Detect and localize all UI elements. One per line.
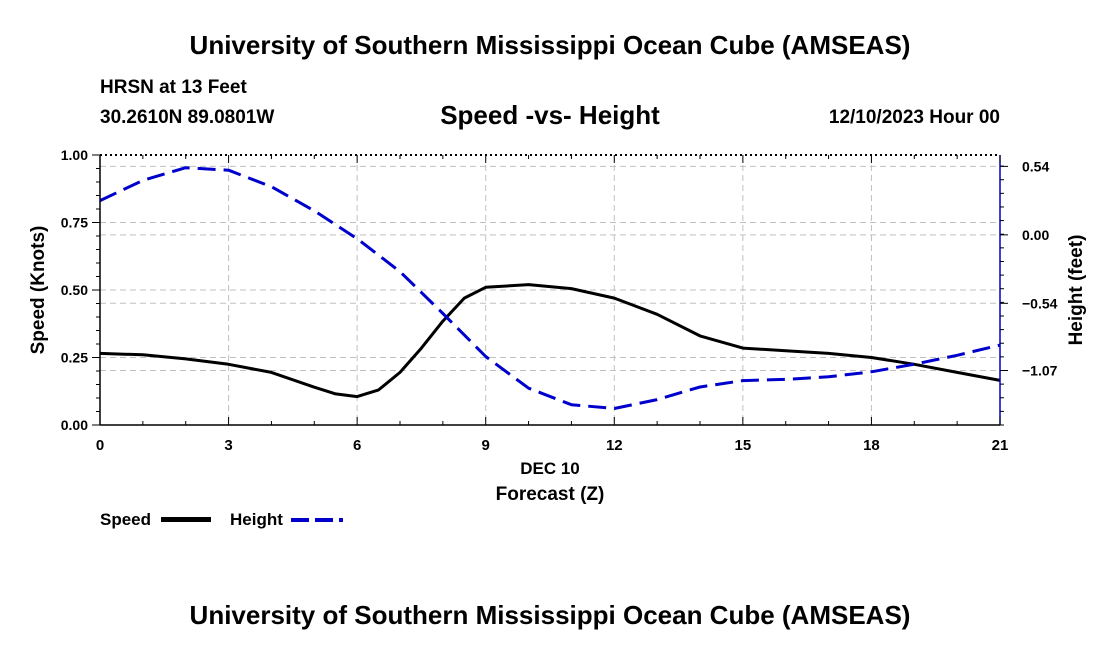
y-left-axis-title: Speed (Knots) [28,226,49,355]
y-left-tick-label: 0.00 [61,417,88,433]
datetime-label: 12/10/2023 Hour 00 [828,107,1000,128]
y-right-axis-title: Height (feet) [1066,235,1087,346]
x-tick-label: 18 [863,437,880,454]
grid-layer [100,155,1000,425]
y-left-tick-label: 1.00 [61,147,88,163]
y-left-tick-label: 0.75 [61,215,88,231]
legend-height-swatch [291,518,343,522]
axes-layer [92,154,1008,426]
x-tick-label: 12 [606,437,623,454]
coordinates-label: 30.2610N 89.0801W [100,107,275,128]
y-left-tick-label: 0.50 [61,282,88,298]
chart-subtitle: Speed -vs- Height [440,100,660,130]
legend-speed-label: Speed [100,510,152,529]
x-tick-label: 3 [224,437,232,454]
x-date-label: DEC 10 [520,459,580,478]
series-height-line [99,166,1001,410]
x-tick-label: 0 [96,437,104,454]
y-right-tick-label: 0.54 [1022,158,1049,174]
y-right-tick-label: −0.54 [1022,295,1058,311]
legend-speed-swatch [161,517,211,522]
station-label: HRSN at 13 Feet [100,77,247,98]
x-tick-label: 6 [353,437,361,454]
legend-height-label: Height [230,510,283,529]
series-speed-line [99,283,1001,399]
y-right-tick-label: 0.00 [1022,227,1049,243]
x-axis-title: Forecast (Z) [496,484,605,505]
footer-title: University of Southern Mississippi Ocean… [189,600,911,630]
x-tick-label: 9 [482,437,490,454]
chart-title: University of Southern Mississippi Ocean… [189,30,911,60]
x-tick-label: 15 [735,437,752,454]
x-tick-label: 21 [992,437,1009,454]
chart-area: 0 3 6 9 12 15 18 21 0.00 0.25 0.50 0.75 1.00 −1.07 −0.… [28,147,1087,505]
y-right-tick-label: −1.07 [1022,362,1058,378]
y-left-tick-label: 0.25 [61,350,88,366]
labels-layer: 0 3 6 9 12 15 18 21 0.00 0.25 0.50 0.75 1.00 −1.07 −0.… [28,147,1087,505]
series-layer [99,166,1001,410]
